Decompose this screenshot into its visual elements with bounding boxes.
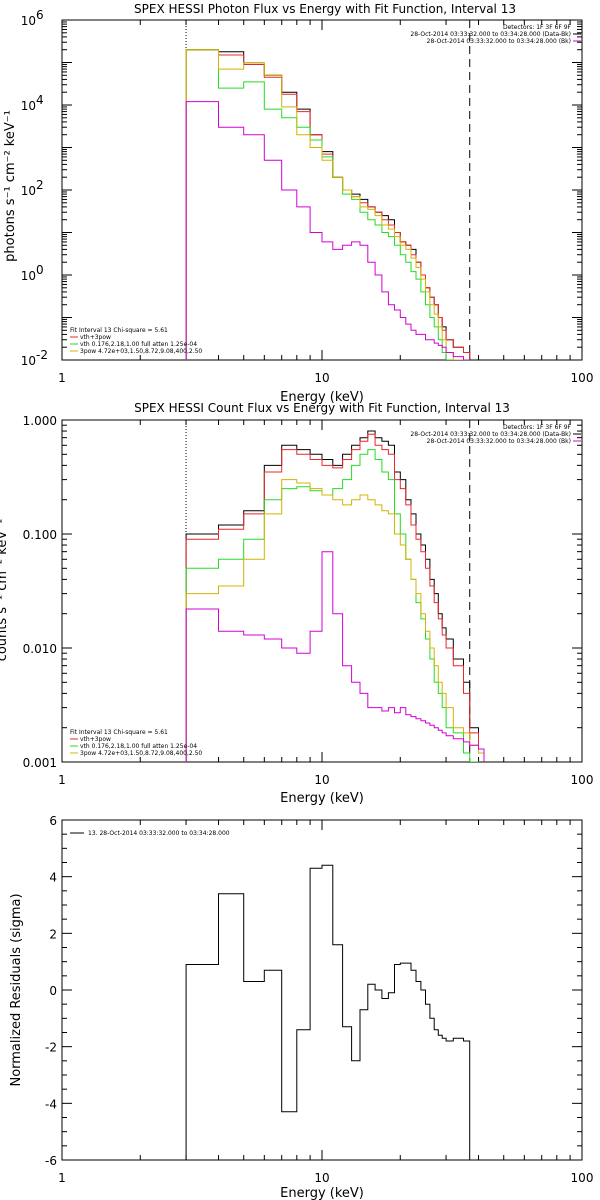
y-tick-label-exponent: -2 <box>36 348 48 362</box>
plot-data-area <box>185 420 485 762</box>
legend-left-entry: 13. 28-Oct-2014 03:33:32.000 to 03:34:28… <box>88 830 230 837</box>
y-tick-label: 0.010 <box>23 642 57 656</box>
legend-right-entry: 28-Oct-2014 03:33:32.000 to 03:34:28.000… <box>410 31 571 38</box>
legend-left-entry: 3pow 4.72e+03,1.50,8.72,9.08,400,2.50 <box>80 750 202 757</box>
plot-data-area <box>185 20 485 360</box>
photon-flux-x-axis-label: Energy (keV) <box>280 390 364 405</box>
series-line-red <box>185 433 485 762</box>
series-line-magenta <box>185 101 485 360</box>
x-tick-label: 10 <box>314 371 329 385</box>
legend-right-entry: 28-Oct-2014 03:33:32.000 to 03:34:28.000… <box>427 38 571 45</box>
x-tick-label: 100 <box>571 1171 594 1185</box>
x-tick-label: 100 <box>571 371 594 385</box>
series-line-yellow <box>185 49 485 360</box>
residuals-panel: 1 10 100 -6 -4 -2 0 2 4 6 13. 28-Oct-2014 03:33:32… <box>9 814 593 1200</box>
y-tick-label-base: 10 <box>21 354 36 368</box>
y-tick-label: 4 <box>49 871 57 885</box>
legend-left-entry: vth 0.176,2.18,1.00 full atten 1.25e-04 <box>80 743 197 750</box>
legend-left-entry: vth 0.176,2.18,1.00 full atten 1.25e-04 <box>80 341 197 348</box>
legend-left-entry: Fit Interval 13 Chi-square = 5.61 <box>70 327 168 334</box>
count-flux-x-axis-label: Energy (keV) <box>280 791 364 806</box>
series-line-yellow <box>185 479 485 762</box>
photon-flux-y-axis-label: photons s⁻¹ cm⁻² keV⁻¹ <box>3 110 18 262</box>
y-tick-label: 0 <box>49 984 57 998</box>
legend-left-entry: vth+3pow <box>80 334 111 341</box>
y-tick-label-exponent: 0 <box>36 263 44 277</box>
y-tick-label: 6 <box>49 814 57 828</box>
photon-flux-title: SPEX HESSI Photon Flux vs Energy with Fi… <box>134 2 516 16</box>
y-tick-label-base: 10 <box>21 99 36 113</box>
y-tick-label: 0.100 <box>23 528 57 542</box>
y-tick-label: 0.001 <box>23 756 57 770</box>
x-tick-label: 1 <box>58 371 66 385</box>
x-tick-label: 10 <box>314 1171 329 1185</box>
y-tick-label: 1.000 <box>23 414 57 428</box>
x-tick-label: 10 <box>314 773 329 787</box>
x-tick-label: 100 <box>571 773 594 787</box>
series-line-black <box>185 864 471 1160</box>
series-line-green <box>185 449 485 762</box>
y-tick-label-base: 10 <box>21 269 36 283</box>
count-flux-y-axis-label: counts s⁻¹ cm⁻² keV⁻¹ <box>0 519 10 662</box>
photon-flux-panel: SPEX HESSI Photon Flux vs Energy with Fi… <box>3 2 593 405</box>
legend-right-entry: Detectors: 1F 3F 6F 9F <box>503 24 572 31</box>
y-tick-label: -4 <box>45 1097 57 1111</box>
y-tick-label: -6 <box>45 1154 57 1168</box>
count-flux-title: SPEX HESSI Count Flux vs Energy with Fit… <box>134 401 510 415</box>
y-tick-label-exponent: 6 <box>36 8 44 22</box>
y-tick-label-exponent: 4 <box>36 93 44 107</box>
residuals-plot: 1 10 100 -6 -4 -2 0 2 4 6 13. 28-Oct-2014 03:33:32… <box>45 814 593 1185</box>
plot-data-area <box>185 864 471 1160</box>
legend-left-entry: vth+3pow <box>80 736 111 743</box>
legend-left-entry: 3pow 4.72e+03,1.50,8.72,9.08,400,2.50 <box>80 348 202 355</box>
legend-right-entry: 28-Oct-2014 03:33:32.000 to 03:34:28.000… <box>427 438 571 445</box>
series-line-magenta <box>185 551 485 762</box>
y-tick-label: 2 <box>49 927 57 941</box>
y-tick-label-base: 10 <box>21 14 36 28</box>
legend-right-entry: Detectors: 1F 3F 6F 9F <box>503 424 572 431</box>
residuals-y-axis-label: Normalized Residuals (sigma) <box>9 893 24 1086</box>
x-tick-label: 1 <box>58 773 66 787</box>
y-tick-label-base: 10 <box>21 184 36 198</box>
x-tick-label: 1 <box>58 1171 66 1185</box>
legend-left-entry: Fit Interval 13 Chi-square = 5.61 <box>70 729 168 736</box>
y-tick-label: -2 <box>45 1041 57 1055</box>
residuals-x-axis-label: Energy (keV) <box>280 1186 364 1200</box>
count-flux-panel: SPEX HESSI Count Flux vs Energy with Fit… <box>0 401 593 806</box>
count-flux-plot: 1 10 100 0.001 0.010 0.100 1.000 Detectors: 1F … <box>23 414 594 787</box>
legend-right-entry: 28-Oct-2014 03:33:32.000 to 03:34:28.000… <box>410 431 571 438</box>
y-tick-label-exponent: 2 <box>36 178 44 192</box>
